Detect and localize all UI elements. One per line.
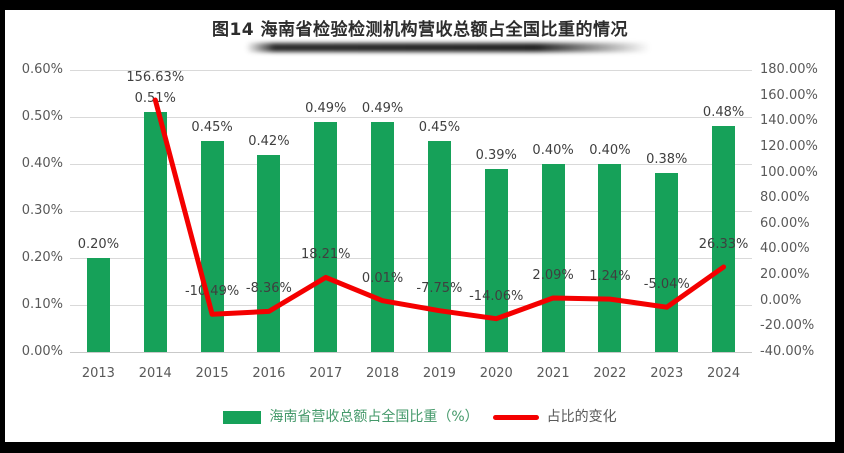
left-axis-tick: 0.20% xyxy=(21,250,63,265)
legend: 海南省营收总额占全国比重（%） 占比的变化 xyxy=(5,408,835,426)
x-axis-label: 2016 xyxy=(252,366,286,381)
right-axis-tick: 0.00% xyxy=(760,292,802,308)
bar-series-swatch-icon xyxy=(223,410,262,424)
bar xyxy=(143,112,167,352)
bar xyxy=(712,126,736,352)
left-axis-tick: 0.30% xyxy=(21,203,63,218)
line-series-legend-label: 占比的变化 xyxy=(546,409,617,425)
line-value-label: -14.06% xyxy=(469,288,524,304)
line-value-label: -7.75% xyxy=(416,280,463,296)
line-series xyxy=(152,97,727,322)
x-axis-label: 2024 xyxy=(707,366,741,381)
bar xyxy=(427,140,451,352)
x-axis-label: 2019 xyxy=(422,366,456,381)
x-axis-label: 2014 xyxy=(138,366,172,381)
right-axis-tick: 160.00% xyxy=(760,87,818,103)
x-axis-label: 2015 xyxy=(195,366,229,381)
bar-series-legend-label: 海南省营收总额占全国比重（%） xyxy=(269,409,479,425)
bar-value-label: 0.48% xyxy=(702,105,745,121)
gridline xyxy=(70,352,752,353)
bar-value-label: 0.39% xyxy=(475,147,517,163)
line-value-label: 2.09% xyxy=(532,268,574,284)
title-shadow-artifact xyxy=(246,43,650,52)
bar xyxy=(598,164,622,352)
right-axis-tick: -20.00% xyxy=(760,318,815,334)
bar-value-label: 0.45% xyxy=(418,119,461,135)
x-axis-label: 2023 xyxy=(650,366,684,381)
line-value-label: 26.33% xyxy=(698,236,749,252)
bar-value-label: 0.49% xyxy=(361,100,404,116)
left-axis-tick: 0.50% xyxy=(21,109,63,124)
left-axis-tick: 0.00% xyxy=(21,344,63,359)
gridline xyxy=(70,70,752,71)
line-value-label: 18.21% xyxy=(300,247,351,263)
bar-value-label: 0.45% xyxy=(191,119,233,135)
legend-item-line-series: 占比的变化 xyxy=(492,408,617,426)
bar xyxy=(257,154,281,352)
bar-value-label: 0.49% xyxy=(305,100,347,116)
gridline xyxy=(70,164,752,165)
line-value-label: -5.04% xyxy=(643,277,690,293)
x-axis-label: 2017 xyxy=(309,366,343,381)
gridline xyxy=(70,258,752,259)
right-axis-tick: 20.00% xyxy=(760,267,810,283)
line-series-swatch-icon xyxy=(492,414,539,420)
bar xyxy=(541,164,565,352)
bar-value-label: 0.40% xyxy=(589,143,631,158)
right-axis-tick: 60.00% xyxy=(760,215,810,231)
x-axis-label: 2013 xyxy=(81,366,115,381)
right-axis-tick: 180.00% xyxy=(760,62,818,77)
chart-canvas: 图14 海南省检验检测机构营收总额占全国比重的情况 0.20% 0.51% 0.45… xyxy=(5,10,835,442)
bar-value-label: 0.42% xyxy=(248,133,290,149)
x-axis-label: 2022 xyxy=(593,366,627,381)
line-value-label: -10.49% xyxy=(184,284,240,300)
gridline xyxy=(70,117,752,118)
line-value-label: 156.63% xyxy=(126,69,185,85)
left-axis-tick: 0.60% xyxy=(21,62,63,77)
x-axis-label: 2020 xyxy=(479,366,513,381)
right-axis-tick: 100.00% xyxy=(760,164,818,180)
bar xyxy=(314,121,338,352)
bar xyxy=(86,258,110,352)
bar xyxy=(484,168,508,352)
right-axis-tick: 80.00% xyxy=(760,190,810,206)
x-axis-label: 2018 xyxy=(366,366,400,381)
line-value-label: 0.01% xyxy=(361,270,404,286)
line-value-label: 1.24% xyxy=(589,269,631,285)
right-axis-tick: 140.00% xyxy=(760,113,818,129)
bar-value-label: 0.38% xyxy=(646,152,688,168)
x-axis-label: 2021 xyxy=(536,366,570,381)
left-axis-tick: 0.40% xyxy=(21,156,63,171)
legend-item-bar-series: 海南省营收总额占全国比重（%） xyxy=(223,408,479,426)
line-value-label: -8.36% xyxy=(245,281,292,297)
bar-value-label: 0.40% xyxy=(532,143,574,158)
chart-title: 图14 海南省检验检测机构营收总额占全国比重的情况 xyxy=(211,20,629,40)
right-axis-tick: -40.00% xyxy=(760,344,815,359)
left-axis-tick: 0.10% xyxy=(21,297,63,312)
bar xyxy=(371,121,395,352)
gridline xyxy=(70,211,752,212)
right-axis-tick: 40.00% xyxy=(760,241,810,257)
bar-value-label: 0.20% xyxy=(77,237,120,252)
right-axis-tick: 120.00% xyxy=(760,138,818,154)
